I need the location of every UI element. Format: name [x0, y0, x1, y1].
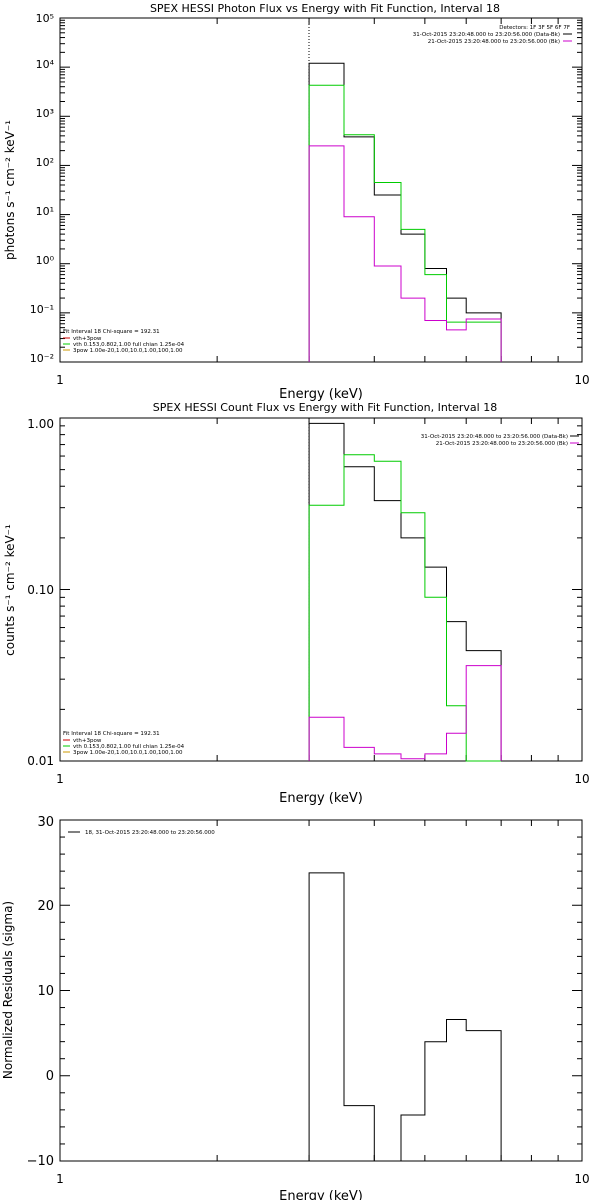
photon-flux-ytick: 10⁵: [36, 12, 54, 25]
count-flux-fit-entry: vth 0.153,0.802,1.00 full chian 1.25e-04: [73, 744, 185, 750]
photon-flux-legend-bottom: Fit Interval 18 Chi-square = 192.31 vth+…: [63, 329, 185, 354]
count-flux-ytick: 0.10: [27, 583, 54, 597]
count-flux-legend-entry: 21-Oct-2015 23:20:48.000 to 23:20:56.000…: [436, 441, 568, 447]
count-flux-y-tick-labels: 0.01 0.10 1.00: [27, 417, 54, 768]
count-flux-fit-entry: 3pow 1.00e-20,1.00,10.0,1.00,100,1.00: [73, 750, 183, 756]
residuals-x-axis-label: Energy (keV): [279, 1189, 363, 1200]
photon-flux-model-histogram: [308, 84, 502, 362]
photon-flux-fit-entry: 3pow 1.00e-20,1.00,10.0,1.00,100,1.00: [73, 348, 183, 354]
residuals-y-axis-label: Normalized Residuals (sigma): [1, 901, 15, 1079]
photon-flux-title: SPEX HESSI Photon Flux vs Energy with Fi…: [150, 2, 500, 15]
residuals-panel: −10 0 10 20 30 1 10 Energy (keV) Normali…: [1, 815, 590, 1200]
residuals-histogram: [308, 872, 502, 1162]
count-flux-background-histogram: [308, 665, 502, 761]
residuals-legend-entry: 18, 31-Oct-2015 23:20:48.000 to 23:20:56…: [85, 830, 215, 836]
photon-flux-x-axis-label: Energy (keV): [279, 387, 363, 402]
photon-flux-fit-entry: vth+3pow: [73, 336, 102, 342]
photon-flux-panel: SPEX HESSI Photon Flux vs Energy with Fi…: [3, 2, 590, 402]
photon-flux-ytick: 10⁴: [36, 58, 55, 71]
count-flux-legend-top: 31-Oct-2015 23:20:48.000 to 23:20:56.000…: [421, 434, 579, 447]
count-flux-legend-entry: 31-Oct-2015 23:20:48.000 to 23:20:56.000…: [421, 434, 568, 440]
photon-flux-ticks: [60, 17, 582, 363]
photon-flux-legend-entry: 31-Oct-2015 23:20:48.000 to 23:20:56.000…: [413, 32, 560, 38]
count-flux-fit-entry: vth+3pow: [73, 738, 102, 744]
residuals-xtick-10: 10: [574, 1172, 589, 1186]
photon-flux-y-axis-label: photons s⁻¹ cm⁻² keV⁻¹: [3, 120, 17, 260]
photon-flux-background-histogram: [308, 145, 502, 362]
count-flux-ytick: 1.00: [27, 417, 54, 431]
photon-flux-ytick: 10⁻¹: [30, 303, 54, 316]
residuals-ytick: 10: [37, 984, 54, 999]
count-flux-plot-area: [59, 417, 583, 762]
photon-flux-legend-entry: 21-Oct-2015 23:20:48.000 to 23:20:56.000…: [428, 39, 560, 45]
residuals-legend: 18, 31-Oct-2015 23:20:48.000 to 23:20:56…: [68, 830, 215, 836]
photon-flux-ytick: 10²: [36, 156, 54, 169]
count-flux-title: SPEX HESSI Count Flux vs Energy with Fit…: [153, 401, 497, 414]
count-flux-y-axis-label: counts s⁻¹ cm⁻² keV⁻¹: [3, 524, 17, 656]
residuals-ytick: −10: [27, 1154, 54, 1169]
count-flux-xtick-1: 1: [56, 772, 64, 786]
residuals-xtick-1: 1: [56, 1172, 64, 1186]
photon-flux-plot-area: [59, 17, 583, 363]
count-flux-data-bk-histogram: [308, 422, 502, 761]
photon-flux-fit-header: Fit Interval 18 Chi-square = 192.31: [63, 329, 160, 335]
photon-flux-ytick: 10⁻²: [30, 352, 54, 365]
count-flux-ticks: [60, 417, 582, 762]
photon-flux-xtick-1: 1: [56, 373, 64, 387]
count-flux-ytick: 0.01: [27, 754, 54, 768]
count-flux-x-axis-label: Energy (keV): [279, 791, 363, 806]
photon-flux-y-tick-labels: 10⁻² 10⁻¹ 10⁰ 10¹ 10² 10³ 10⁴ 10⁵: [30, 12, 55, 365]
residuals-ytick: 0: [46, 1069, 54, 1084]
count-flux-panel: SPEX HESSI Count Flux vs Energy with Fit…: [3, 401, 590, 806]
photon-flux-legend-top: Detectors: 1F 3F 5F 6F 7F 31-Oct-2015 23…: [413, 25, 572, 45]
residuals-ytick: 20: [37, 899, 54, 914]
photon-flux-xtick-10: 10: [574, 373, 589, 387]
photon-flux-data-bk-histogram: [308, 62, 502, 362]
photon-flux-ytick: 10¹: [36, 205, 54, 218]
photon-flux-ytick: 10⁰: [36, 254, 55, 267]
photon-flux-fit-entry: vth 0.153,0.802,1.00 full chian 1.25e-04: [73, 342, 185, 348]
residuals-ticks: [60, 819, 582, 1162]
residuals-ytick: 30: [37, 815, 54, 830]
photon-flux-ytick: 10³: [36, 107, 54, 120]
photon-flux-legend-header: Detectors: 1F 3F 5F 6F 7F: [499, 25, 570, 31]
count-flux-xtick-10: 10: [574, 772, 589, 786]
count-flux-model-histogram: [308, 454, 502, 762]
count-flux-legend-bottom: Fit Interval 18 Chi-square = 192.31 vth+…: [63, 731, 185, 756]
count-flux-fit-header: Fit Interval 18 Chi-square = 192.31: [63, 731, 160, 737]
residuals-plot-area: [59, 819, 583, 1162]
residuals-y-tick-labels: −10 0 10 20 30: [27, 815, 54, 1169]
